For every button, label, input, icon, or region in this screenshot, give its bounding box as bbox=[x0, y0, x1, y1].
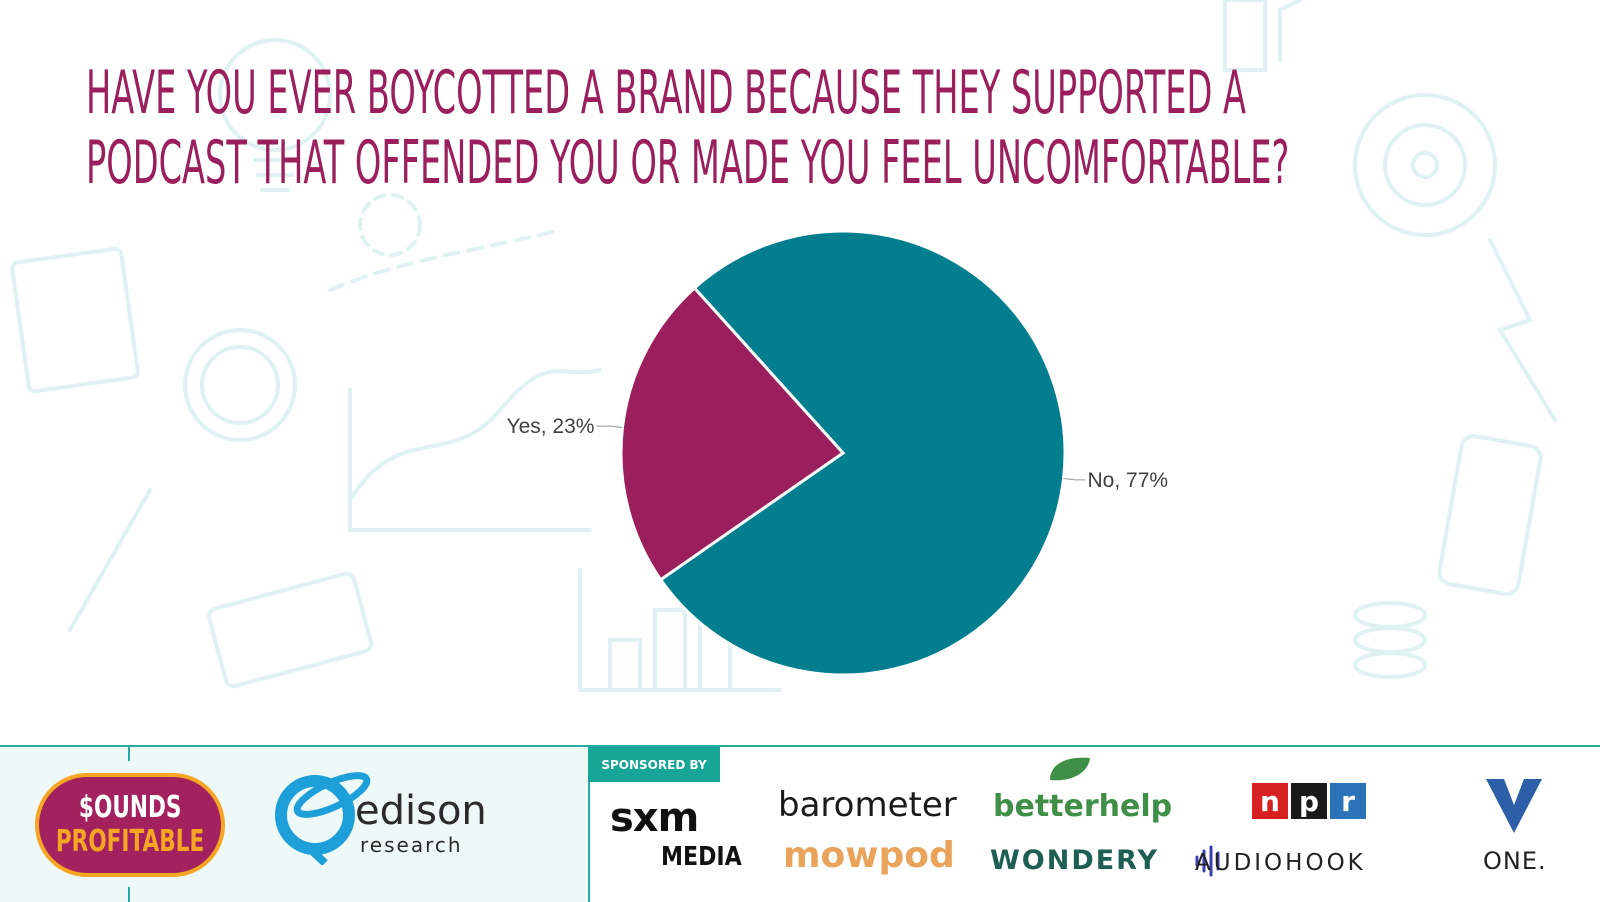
sxm-media-subtitle: MEDIA bbox=[661, 842, 742, 872]
wondery-logo: WONDERY bbox=[990, 845, 1160, 876]
audiohook-logo: AUDIOHOOK bbox=[1195, 850, 1366, 876]
mowpod-logo: mowpod bbox=[783, 835, 955, 876]
leader-line-yes bbox=[596, 425, 623, 428]
footer: $OUNDS PROFITABLE edison research SPONSO… bbox=[0, 745, 1600, 902]
footer-divider-tick bbox=[128, 747, 130, 761]
sxm-media-logo: sxm bbox=[610, 795, 699, 841]
one-v-icon bbox=[1486, 779, 1542, 833]
leader-line-no bbox=[1063, 478, 1086, 481]
npr-logo: n p r bbox=[1252, 783, 1366, 819]
audiohook-wave-icon bbox=[1195, 845, 1220, 877]
edison-wordmark: edison bbox=[355, 788, 487, 834]
one-wordmark: ONE. bbox=[1483, 847, 1547, 875]
sounds-profitable-line2: PROFITABLE bbox=[55, 824, 205, 859]
edison-subtitle: research bbox=[360, 833, 463, 857]
sounds-profitable-logo: $OUNDS PROFITABLE bbox=[35, 773, 225, 877]
pie-slice-yes bbox=[619, 285, 846, 582]
pie-slice-no bbox=[658, 229, 1067, 677]
npr-letter-p: p bbox=[1291, 783, 1327, 819]
npr-letter-r: r bbox=[1330, 783, 1366, 819]
npr-letter-n: n bbox=[1252, 783, 1288, 819]
data-label-no: No, 77% bbox=[1088, 469, 1169, 492]
sponsored-by-badge: SPONSORED BY bbox=[588, 747, 720, 782]
sounds-profitable-line1: $OUNDS bbox=[78, 790, 182, 825]
betterhelp-leaf-icon bbox=[1050, 757, 1090, 781]
data-label-yes: Yes, 23% bbox=[507, 415, 595, 438]
footer-publishers: $OUNDS PROFITABLE edison research bbox=[0, 747, 590, 902]
betterhelp-logo: betterhelp bbox=[993, 789, 1173, 824]
pie-chart: No, 77% Yes, 23% bbox=[507, 229, 1169, 677]
footer-divider-tick bbox=[128, 887, 130, 902]
barometer-logo: barometer bbox=[778, 785, 957, 825]
edison-globe-icon bbox=[275, 772, 371, 865]
